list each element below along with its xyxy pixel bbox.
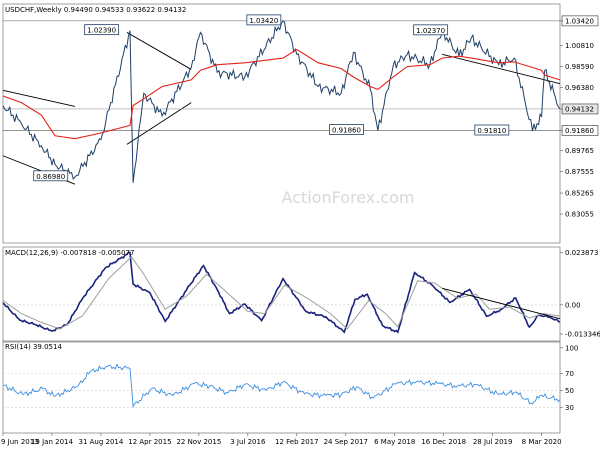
x-tick-label: 22 Nov 2015	[176, 438, 221, 446]
price-tick-label: 0.85265	[565, 190, 594, 198]
x-tick-label: 28 Jul 2019	[473, 438, 513, 446]
rsi-panel-title: RSI(14) 39.0514	[5, 343, 62, 351]
price-annotation: 1.02390	[87, 27, 116, 35]
price-annotation: 0.91810	[477, 127, 506, 135]
price-panel-frame	[2, 3, 561, 244]
trend-channel-line	[442, 53, 561, 85]
macd-tick-label: 0.00	[565, 301, 581, 309]
panel-headers: USDCHF,Weekly 0.94490 0.94533 0.93622 0.…	[5, 6, 186, 351]
macd-series	[2, 251, 561, 334]
macd-tick-label: -0.013346	[565, 331, 600, 339]
rsi-panel-frame	[2, 340, 561, 434]
macd-panel-title: MACD(12,26,9) -0.007818 -0.005077	[5, 249, 134, 257]
macd-trend-line	[442, 287, 561, 320]
price-tick-label: 1.03420	[565, 17, 594, 25]
rsi-tick-label: 70	[565, 370, 574, 378]
watermark: ActionForex.com	[281, 188, 414, 207]
price-annotation-box	[474, 124, 510, 136]
trend-channel-line	[126, 102, 192, 145]
x-tick-label: 12 Apr 2015	[128, 438, 171, 446]
moving-average-line	[2, 48, 561, 140]
overlay-lines	[2, 20, 561, 185]
price-annotation: 1.03420	[249, 17, 278, 25]
price-tick-label: 1.00810	[565, 42, 594, 50]
price-annotation: 0.86980	[36, 173, 65, 181]
rsi-tick-label: 30	[565, 404, 574, 412]
axis-labels: 0.86980 1.02390 1.03420 0.91860 1.02370 0.918…	[1, 14, 600, 446]
price-annotation: 1.02370	[416, 27, 445, 35]
x-tick-label: 16 Dec 2018	[421, 438, 466, 446]
rsi-tick-label: 100	[565, 344, 578, 352]
price-tick-label: 0.96380	[565, 84, 594, 92]
price-series	[2, 20, 561, 183]
x-tick-label: 3 Jul 2016	[230, 438, 266, 446]
price-annotation: 0.91860	[332, 127, 361, 135]
price-tick-label: 0.94132	[565, 105, 594, 113]
price-annotation-box	[33, 170, 69, 182]
price-tick-label: 0.89765	[565, 147, 594, 155]
watermark-layer: ActionForex.com	[281, 188, 414, 207]
price-annotation-box	[413, 24, 449, 36]
macd-line	[2, 251, 561, 334]
x-tick-label: 19 Jan 2014	[31, 438, 74, 446]
price-annotation-box	[84, 24, 120, 36]
x-tick-label: 24 Sep 2017	[324, 438, 368, 446]
x-tick-label: 31 Aug 2014	[79, 438, 124, 446]
price-tick-label: 0.87555	[565, 168, 594, 176]
price-annotation-box	[246, 14, 282, 26]
price-tick-label: 0.98590	[565, 63, 594, 71]
price-tick-label: 0.83055	[565, 211, 594, 219]
panel-frames	[2, 3, 561, 434]
trend-channel-line	[126, 32, 192, 70]
price-line	[2, 20, 561, 183]
signal-line	[2, 256, 561, 330]
x-tick-label: 12 Feb 2017	[275, 438, 319, 446]
x-tick-label: 9 Jun 2013	[1, 438, 39, 446]
macd-panel-frame	[2, 246, 561, 343]
rsi-line	[3, 363, 561, 409]
price-annotation-box	[329, 124, 364, 135]
rsi-series	[3, 363, 561, 409]
x-tick-label: 8 Mar 2020	[522, 438, 562, 446]
trend-channel-line	[2, 89, 76, 107]
price-panel-title: USDCHF,Weekly 0.94490 0.94533 0.93622 0.…	[5, 6, 186, 14]
macd-tick-label: 0.023873	[565, 249, 598, 257]
rsi-tick-label: 50	[565, 387, 574, 395]
price-tick-label: 0.91860	[565, 127, 594, 135]
x-tick-label: 6 May 2018	[374, 438, 415, 446]
